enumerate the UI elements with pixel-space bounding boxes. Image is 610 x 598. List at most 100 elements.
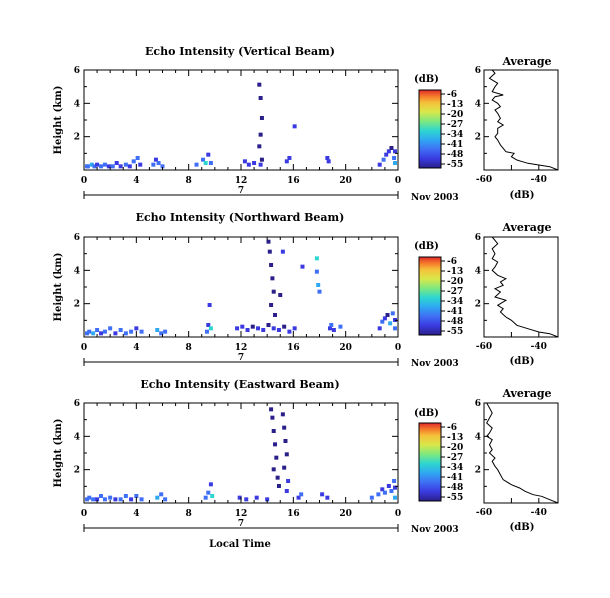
x-axis-label: Local Time [209, 539, 271, 550]
x-tick-label: 16 [287, 509, 300, 519]
echo-cell [271, 326, 276, 331]
echo-cell [382, 316, 387, 321]
average-profile-line [485, 402, 559, 504]
echo-cell [113, 331, 118, 336]
y-axis-label: Height (km) [53, 253, 64, 322]
echo-cell [320, 492, 325, 497]
echo-cell [163, 497, 168, 502]
echo-cell [385, 313, 390, 317]
x-axis: 0 4 8 12 16 20 0 [81, 70, 401, 186]
y-tick-label: 4 [74, 99, 80, 109]
echo-cell [135, 156, 140, 160]
echo-cell [208, 161, 213, 165]
echo-cell [206, 323, 211, 327]
echo-cell [376, 492, 381, 497]
echo-cell [278, 293, 283, 297]
echo-cell [284, 452, 289, 457]
x-tick-label: 16 [287, 343, 300, 353]
echo-cell [393, 485, 397, 490]
echo-cell [123, 331, 128, 336]
colorbar-tick-label: -34 [447, 297, 463, 307]
echo-cell [156, 161, 161, 165]
echo-cell [382, 490, 387, 495]
x-tick-label: 20 [339, 509, 352, 519]
colorbar-tick-label: -48 [447, 317, 463, 327]
echo-cell [389, 146, 394, 150]
profile-xlabel: (dB) [510, 190, 535, 201]
echo-cell [155, 328, 160, 332]
echo-cell [114, 161, 119, 165]
day-label: 7 [238, 353, 244, 363]
x-tick-label: 4 [133, 509, 139, 519]
echo-cell [392, 156, 397, 160]
echo-cell [244, 497, 249, 502]
echo-cell [384, 152, 389, 157]
x-tick-label: 8 [186, 176, 192, 186]
echo-cell [286, 479, 291, 483]
colorbar [418, 256, 442, 336]
echo-cell [269, 263, 274, 267]
date-label: Nov 2003 [411, 359, 459, 369]
x-tick-label: 16 [287, 176, 300, 186]
echo-cell [390, 311, 395, 316]
echo-cell [393, 495, 397, 500]
echo-cell [163, 329, 168, 334]
echo-cell [258, 96, 263, 100]
colorbar-tick-label: -48 [447, 483, 463, 493]
profile-x-tick-label: -60 [476, 175, 492, 185]
echo-cell [203, 161, 208, 165]
x-axis: 0 4 8 12 16 20 0 [81, 237, 401, 353]
plot-frame [83, 236, 399, 338]
echo-cell [392, 479, 397, 483]
echo-cell [139, 329, 144, 334]
echo-cell [282, 465, 287, 470]
plot-frame [83, 69, 399, 171]
echo-cell [276, 484, 281, 488]
echo-cell [204, 329, 209, 334]
echo-cell [256, 326, 261, 331]
echo-cell [338, 324, 343, 329]
profile-y-tick-label: 2 [475, 133, 481, 143]
colorbar-tick-label: -13 [447, 267, 463, 277]
echo-cell [95, 328, 100, 332]
echo-cell [259, 157, 264, 162]
x-tick-label: 8 [186, 509, 192, 519]
colorbar-tick-label: -41 [447, 140, 463, 150]
echo-cell [273, 313, 278, 317]
echo-cell [314, 269, 319, 274]
profile-x-tick-label: -40 [531, 508, 547, 518]
echo-cell [194, 162, 199, 167]
echo-cell [235, 326, 240, 331]
echo-cell [259, 116, 264, 120]
profile-frame [483, 69, 559, 171]
echo-cell [287, 329, 292, 334]
echo-cell [102, 329, 107, 334]
echo-cell [380, 487, 385, 492]
x-tick-label: 20 [339, 343, 352, 353]
y-tick-label: 4 [74, 266, 80, 276]
x-tick-label: 0 [81, 509, 87, 519]
x-tick-label: 20 [339, 176, 352, 186]
y-axis-label: Height (km) [53, 86, 64, 155]
y-tick-label: 2 [74, 466, 80, 476]
echo-cell [386, 149, 391, 154]
echo-cell [108, 326, 113, 331]
echo-cell [95, 162, 100, 167]
echo-cell [129, 329, 134, 334]
panel-northward-beam: Echo Intensity (Northward Beam) 0 4 8 12 16 2… [53, 211, 559, 369]
colorbar-tick-label: -27 [447, 120, 463, 130]
average-profile: 2 4 6 -60 -40 [475, 233, 559, 352]
echo-cell [242, 159, 247, 164]
echo-cell [271, 467, 276, 472]
echo-cell [276, 328, 281, 332]
colorbar-tick-label: -13 [447, 433, 463, 443]
echo-cell [206, 152, 211, 157]
y-axis: 2 4 6 [74, 233, 398, 338]
x-tick-label: 4 [133, 176, 139, 186]
echo-cell [240, 324, 245, 329]
x-axis: 0 4 8 12 16 20 0 [81, 403, 401, 519]
echo-cell [102, 162, 107, 167]
profile-title: Average [501, 55, 551, 68]
plot-frame [83, 402, 399, 504]
echo-cell [381, 157, 386, 162]
